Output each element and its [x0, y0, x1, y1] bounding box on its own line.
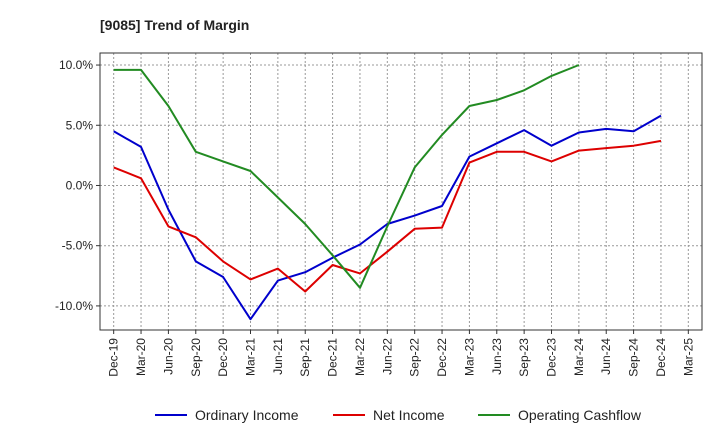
x-tick-label: Sep-24	[627, 338, 641, 377]
y-tick-label: 10.0%	[59, 58, 93, 72]
x-tick-label: Dec-19	[107, 338, 121, 377]
series-line-operating-cashflow	[113, 64, 580, 289]
x-tick-label: Jun-24	[599, 338, 613, 375]
y-tick-label: -5.0%	[62, 239, 94, 253]
legend-label: Ordinary Income	[195, 407, 299, 423]
series-line-net-income	[113, 139, 662, 293]
x-tick-label: Jun-21	[271, 338, 285, 375]
x-tick-label: Dec-24	[654, 338, 668, 377]
axis-layer: 10.0% 5.0% 0.0% -5.0% -10.0% Dec-19 Mar-20 Jun-…	[55, 52, 703, 377]
y-tick-label: -10.0%	[55, 299, 93, 313]
x-tick-label: Dec-21	[326, 338, 340, 377]
y-tick-label: 5.0%	[66, 118, 94, 132]
plot-background	[100, 53, 702, 330]
x-tick-label: Mar-23	[462, 338, 476, 376]
legend: Ordinary Income Net Income Operating Cashf…	[155, 407, 642, 423]
x-tick-label: Dec-22	[435, 338, 449, 377]
x-tick-label: Jun-20	[161, 338, 175, 375]
series-line-ordinary-income	[113, 114, 662, 321]
x-tick-label: Sep-20	[189, 338, 203, 377]
x-tick-label: Dec-20	[216, 338, 230, 377]
chart-title: [9085] Trend of Margin	[100, 17, 249, 33]
x-tick-label: Mar-22	[353, 338, 367, 376]
series-layer	[113, 64, 662, 321]
x-tick-label: Mar-25	[681, 338, 695, 376]
x-tick-label: Jun-23	[490, 338, 504, 375]
x-tick-label: Jun-22	[380, 338, 394, 375]
x-tick-label: Mar-21	[244, 338, 258, 376]
x-tick-label: Sep-21	[298, 338, 312, 377]
x-tick-label: Sep-23	[517, 338, 531, 377]
grid-layer	[100, 53, 702, 330]
y-tick-label: 0.0%	[66, 178, 94, 192]
x-tick-label: Mar-24	[572, 338, 586, 376]
legend-label: Net Income	[373, 407, 445, 423]
x-tick-label: Dec-23	[545, 338, 559, 377]
plot-frame	[99, 52, 703, 331]
legend-label: Operating Cashflow	[518, 407, 642, 423]
x-tick-label: Sep-22	[408, 338, 422, 377]
x-tick-label: Mar-20	[134, 338, 148, 376]
